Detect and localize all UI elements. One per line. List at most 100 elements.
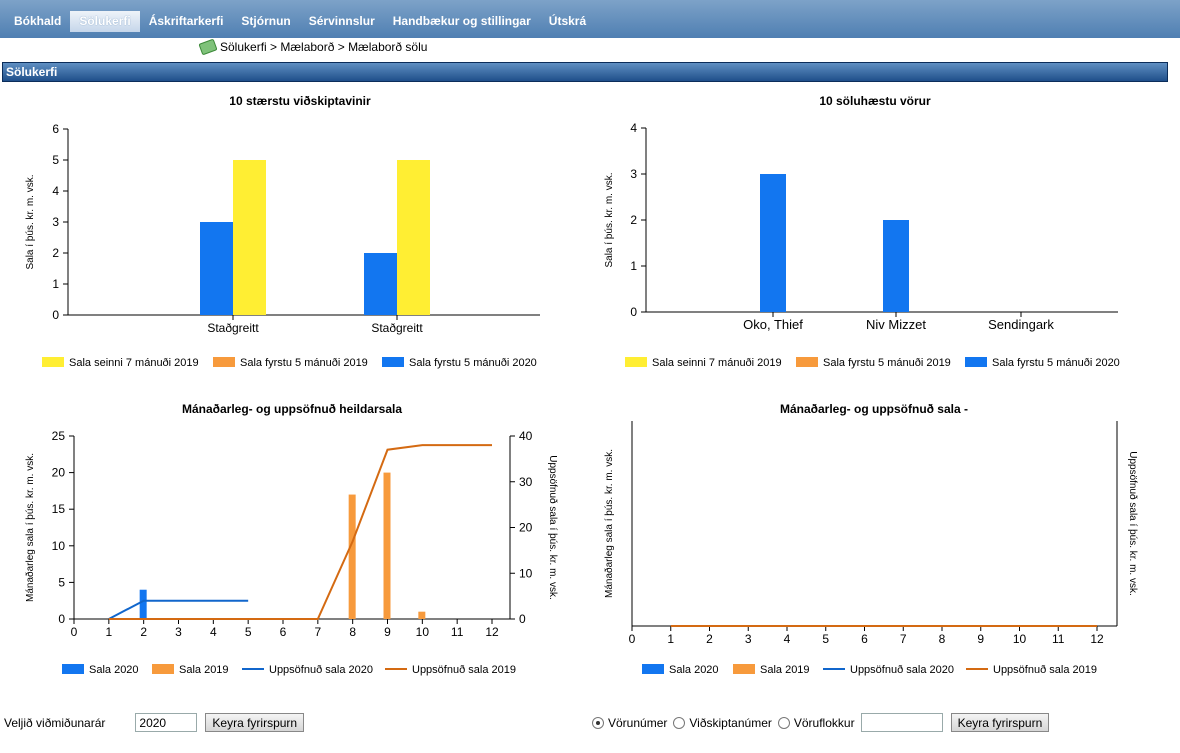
legend-label: Sala 2019 — [179, 664, 229, 676]
bar-sala-seinni-7-2019 — [397, 160, 430, 315]
legend-swatch — [213, 357, 235, 367]
x-tick-label: Niv Mizzet — [866, 317, 926, 332]
line-uppsofnud-2019 — [108, 444, 492, 620]
x-tick-label: 9 — [384, 625, 391, 639]
y-tick-label: 1 — [52, 277, 59, 291]
legend-label: Sala 2019 — [760, 664, 810, 676]
x-tick-label: Sendingark — [988, 317, 1054, 332]
x-tick-label: 7 — [900, 632, 907, 646]
money-icon — [198, 38, 218, 56]
x-tick-label: 0 — [71, 625, 78, 639]
bar-sala-2019 — [418, 611, 426, 619]
bar-sala-2020 — [139, 589, 147, 619]
radio-option[interactable] — [673, 716, 686, 729]
y-tick-label: 5 — [52, 153, 59, 167]
x-tick-label: 12 — [1090, 632, 1104, 646]
x-tick-label: 3 — [745, 632, 752, 646]
x-tick-label: 7 — [314, 625, 321, 639]
bar-sala-fyrstu-5-2020 — [760, 174, 786, 312]
legend-swatch — [42, 357, 64, 367]
x-tick-label: 0 — [629, 632, 636, 646]
legend-label: Uppsöfnuð sala 2019 — [412, 664, 516, 676]
x-tick-label: 1 — [667, 632, 674, 646]
y-tick-label: 25 — [52, 429, 66, 443]
legend-label: Sala seinni 7 mánuði 2019 — [69, 357, 199, 369]
y-tick-label: 0 — [58, 612, 65, 626]
legend-label: Sala 2020 — [89, 664, 139, 676]
y-axis-label: Sala í þús. kr. m. vsk. — [25, 174, 36, 269]
y2-tick-label: 10 — [519, 566, 533, 580]
y-tick-label: 4 — [52, 184, 59, 198]
chart-title: Mánaðarleg- og uppsöfnuð sala - — [780, 402, 968, 416]
legend-swatch — [965, 357, 987, 367]
y-tick-label: 3 — [52, 215, 59, 229]
y-tick-label: 20 — [52, 466, 66, 480]
x-tick-label: 4 — [784, 632, 791, 646]
y-tick-label: 3 — [630, 167, 637, 181]
nav-item[interactable]: Áskriftarkerfi — [148, 14, 224, 28]
bar-sala-fyrstu-5-2020 — [883, 220, 909, 312]
radio-option-label: Viðskiptanúmer — [689, 715, 772, 730]
nav-item[interactable]: Sölukerfi — [70, 11, 140, 32]
year-label: Veljið viðmiðunarár — [4, 715, 106, 730]
nav-item[interactable]: Bókhald — [14, 14, 62, 28]
section-title-bar: Sölukerfi — [2, 62, 1168, 82]
nav-item[interactable]: Sérvinnslur — [308, 14, 375, 28]
main-menu: Bókhald Sölukerfi Áskriftarkerfi Stjórnun Sé… — [5, 11, 595, 32]
x-tick-label: Oko, Thief — [743, 317, 803, 332]
run-query-button[interactable]: Keyra fyrirspurn — [205, 713, 305, 732]
legend-label: Uppsöfnuð sala 2020 — [269, 664, 373, 676]
x-tick-label: 8 — [939, 632, 946, 646]
legend-label: Sala 2020 — [669, 664, 719, 676]
nav-item[interactable]: Handbækur og stillingar — [392, 14, 531, 28]
y-tick-label: 4 — [630, 121, 637, 135]
y-tick-label: 0 — [630, 305, 637, 319]
radio-option-label: Vörunúmer — [608, 715, 668, 730]
monthly-total-sales-chart: Mánaðarleg- og uppsöfnuð heildarsala 0 1 2 3… — [0, 395, 590, 690]
nav-item[interactable]: Stjórnun — [241, 14, 291, 28]
line-uppsofnud-2020 — [108, 599, 249, 620]
chart-title: Mánaðarleg- og uppsöfnuð heildarsala — [182, 402, 402, 416]
bar-sala-2019 — [348, 494, 356, 619]
y-tick-label: 6 — [52, 122, 59, 136]
radio-option[interactable] — [592, 716, 604, 729]
top-customers-chart: 10 stærstu viðskiptavinir 0 1 2 3 4 5 6 Sala í þ… — [0, 88, 590, 378]
x-tick-label: 12 — [485, 625, 499, 639]
y-tick-label: 2 — [630, 213, 637, 227]
x-tick-label: 1 — [105, 625, 112, 639]
bar-sala-2019 — [383, 472, 391, 619]
legend-swatch — [382, 357, 404, 367]
year-filter-form: Veljið viðmiðunarár Keyra fyrirspurn — [4, 713, 305, 732]
legend-label: Sala fyrstu 5 mánuði 2020 — [409, 357, 537, 369]
radio-option[interactable] — [777, 716, 790, 729]
x-tick-label: 2 — [140, 625, 147, 639]
y-tick-label: 1 — [630, 259, 637, 273]
bar-sala-fyrstu-5-2020 — [364, 253, 397, 315]
legend-label: Sala fyrstu 5 mánuði 2020 — [992, 357, 1120, 369]
y2-tick-label: 20 — [519, 521, 533, 535]
legend-swatch — [625, 357, 647, 367]
run-query-button[interactable]: Keyra fyrirspurn — [950, 713, 1050, 732]
x-tick-label: 2 — [706, 632, 713, 646]
y-axis-label: Mánaðarleg sala í þús. kr. m. vsk. — [24, 453, 36, 602]
legend-swatch — [796, 357, 818, 367]
filter-input[interactable] — [860, 713, 943, 732]
x-tick-label: 10 — [1013, 632, 1027, 646]
x-tick-label: 10 — [416, 625, 430, 639]
legend-label: Uppsöfnuð sala 2020 — [850, 664, 954, 676]
breadcrumb: Sölukerfi > Mælaborð > Mælaborð sölu — [198, 38, 427, 56]
x-tick-label: 5 — [822, 632, 829, 646]
y-tick-label: 5 — [58, 575, 65, 589]
legend-label: Sala seinni 7 mánuði 2019 — [652, 357, 782, 369]
x-tick-label: 6 — [280, 625, 287, 639]
legend-label: Sala fyrstu 5 mánuði 2019 — [823, 357, 951, 369]
nav-item[interactable]: Útskrá — [548, 14, 587, 28]
chart-title: 10 söluhæstu vörur — [819, 94, 931, 108]
y2-tick-label: 0 — [519, 612, 526, 626]
bar-sala-fyrstu-5-2020 — [200, 222, 233, 315]
year-input[interactable] — [135, 713, 198, 732]
top-navigation-bar: Bókhald Sölukerfi Áskriftarkerfi Stjórnun Sé… — [0, 0, 1180, 38]
legend-swatch — [62, 664, 84, 674]
product-filter-form: Vörunúmer Viðskiptanúmer Vöruflokkur Keyra … — [592, 713, 1050, 732]
